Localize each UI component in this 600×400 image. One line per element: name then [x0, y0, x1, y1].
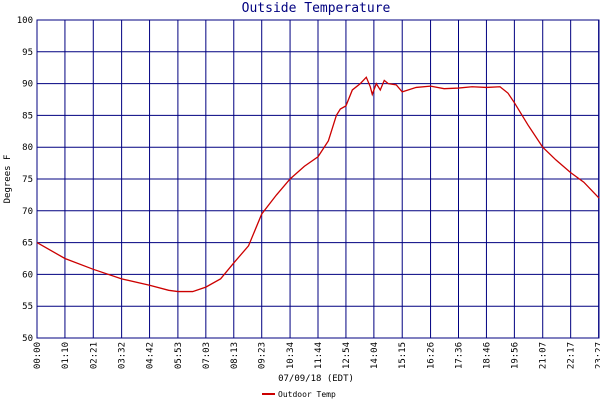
y-tick-label: 80 [22, 143, 33, 153]
x-tick-label: 07:03 [202, 342, 212, 369]
data-line [36, 76, 600, 293]
y-tick-label: 65 [22, 239, 33, 249]
x-tick-label: 04:42 [146, 342, 156, 369]
y-axis-label: Degrees F [3, 155, 13, 204]
x-tick-label: 17:36 [455, 342, 465, 369]
x-tick-label: 00:00 [33, 342, 43, 369]
x-tick-label: 23:27 [595, 342, 600, 369]
y-tick-label: 75 [22, 175, 33, 185]
x-tick-label: 22:17 [567, 342, 577, 369]
x-tick-label: 12:54 [342, 342, 352, 369]
x-tick-label: 14:04 [370, 342, 380, 369]
chart-title: Outside Temperature [242, 1, 391, 16]
y-tick-label: 70 [22, 207, 33, 217]
y-tick-label: 50 [22, 334, 33, 344]
y-tick-label: 90 [22, 80, 33, 90]
x-tick-label: 18:46 [482, 342, 492, 369]
x-tick-label: 16:26 [427, 342, 437, 369]
y-tick-label: 95 [22, 48, 33, 58]
x-tick-label: 11:44 [314, 342, 324, 369]
x-tick-label: 05:53 [174, 342, 184, 369]
x-tick-label: 21:07 [539, 342, 549, 369]
x-tick-label: 09:23 [258, 342, 268, 369]
y-tick-label: 85 [22, 111, 33, 121]
x-tick-label: 19:56 [510, 342, 520, 369]
y-tick-label: 55 [22, 302, 33, 312]
x-tick-label: 15:15 [398, 342, 408, 369]
x-axis-label: 07/09/18 (EDT) [278, 374, 354, 384]
legend-label: Outdoor Temp [278, 390, 336, 399]
y-tick-label: 100 [17, 16, 33, 26]
y-tick-label: 60 [22, 270, 33, 280]
x-tick-label: 01:10 [61, 342, 71, 369]
x-tick-label: 03:32 [118, 342, 128, 369]
x-tick-label: 02:21 [89, 342, 99, 369]
x-tick-label: 10:34 [286, 342, 296, 369]
x-tick-label: 08:13 [230, 342, 240, 369]
